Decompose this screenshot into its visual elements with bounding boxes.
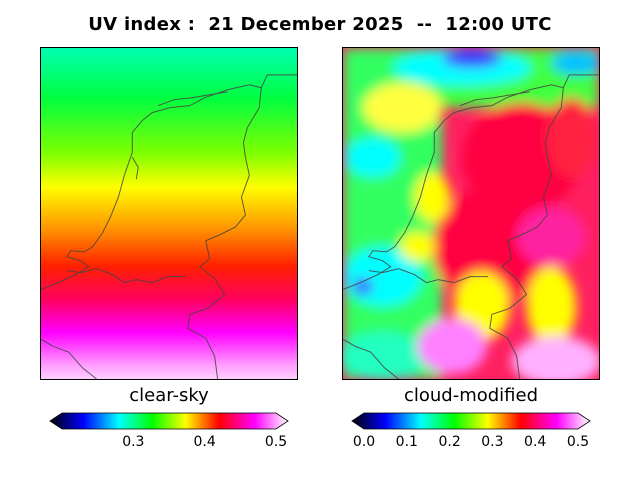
colorbar-tick-label: 0.3 [122,434,145,450]
cloud-modified-uv-field [343,48,599,379]
coastline-borders [343,74,599,379]
clear-sky-uv-field [41,48,297,379]
colorbar-tick-label: 0.3 [481,434,504,450]
clear-sky-colorbar [49,412,289,430]
colorbar-tick-label: 0.5 [264,434,288,450]
colorbar-tick-label: 0.4 [524,434,547,450]
cloud-modified-label: cloud-modified [403,385,539,406]
colorbar-tick-label: 0.2 [438,434,461,450]
clear-sky-label: clear-sky [129,385,209,406]
coastline-borders [41,74,297,379]
colorbar-tick-label: 0.0 [352,434,376,450]
clear-sky-map [40,47,298,380]
colorbar-tick-label: 0.5 [566,434,590,450]
cloud-modified-map [342,47,600,380]
colorbar-tick-label: 0.1 [395,434,418,450]
map-title: UV index : 21 December 2025 -- 12:00 UTC [88,14,552,35]
colorbar-tick-label: 0.4 [193,434,216,450]
cloud-modified-colorbar [351,412,591,430]
